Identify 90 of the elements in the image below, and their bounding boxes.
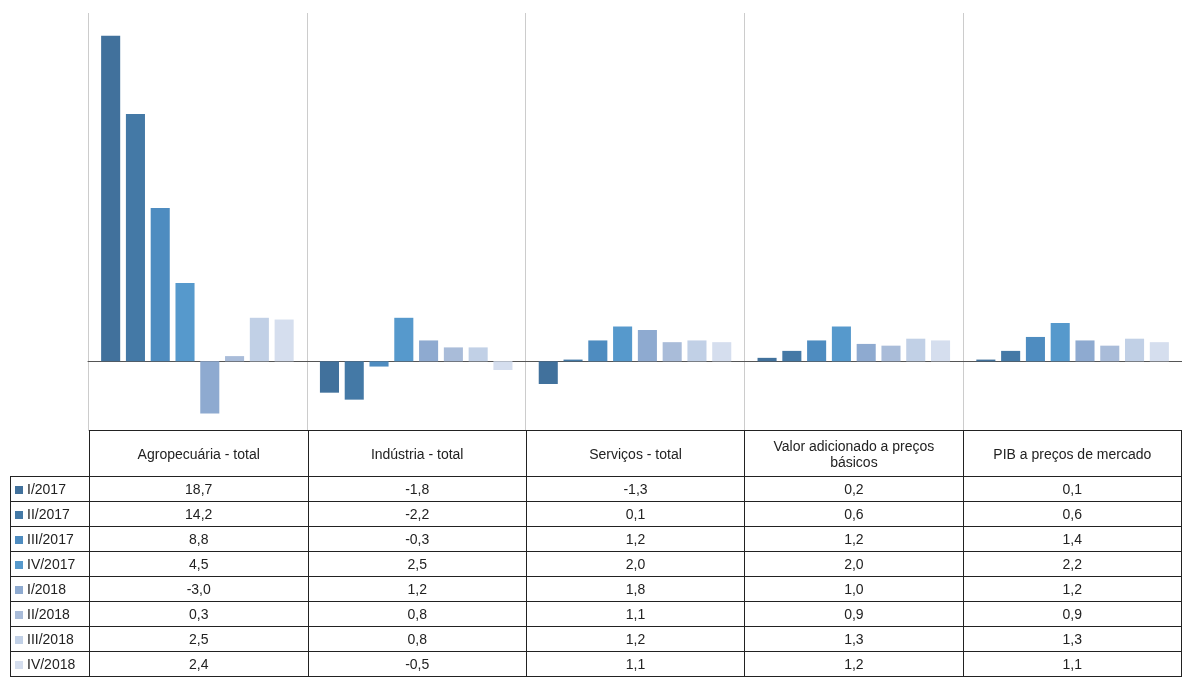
bar — [856, 343, 876, 362]
bar — [493, 361, 513, 371]
data-label: 0,6 — [963, 501, 1182, 527]
data-label: 0,6 — [744, 501, 964, 527]
data-label: 1,1 — [526, 651, 745, 677]
bar — [906, 338, 926, 362]
bar — [1001, 350, 1021, 362]
data-label: 2,5 — [89, 626, 309, 652]
data-label: 1,3 — [963, 626, 1182, 652]
data-label: 1,2 — [744, 651, 964, 677]
data-label: 1,4 — [963, 526, 1182, 552]
bar — [249, 317, 269, 362]
bar — [662, 342, 682, 362]
data-label: 1,2 — [526, 626, 745, 652]
bar — [931, 340, 951, 362]
data-label: 0,3 — [89, 601, 309, 627]
legend-label: III/2018 — [10, 626, 90, 652]
bar — [613, 326, 633, 362]
legend-label: IV/2018 — [10, 651, 90, 677]
bar — [344, 361, 364, 400]
bar — [782, 350, 802, 362]
bar — [1125, 338, 1145, 362]
legend-label: III/2017 — [10, 526, 90, 552]
bar — [319, 361, 339, 393]
data-label: 2,4 — [89, 651, 309, 677]
data-label: 0,1 — [963, 476, 1182, 502]
bar — [200, 361, 220, 414]
data-label: -1,3 — [526, 476, 745, 502]
data-label: 0,9 — [963, 601, 1182, 627]
data-label: -3,0 — [89, 576, 309, 602]
bar — [225, 356, 245, 362]
data-label: 0,8 — [308, 601, 527, 627]
legend-label: II/2018 — [10, 601, 90, 627]
data-label: 1,1 — [526, 601, 745, 627]
x-tick-label: PIB a preços de mercado — [963, 430, 1182, 477]
bar — [150, 208, 170, 362]
bar — [881, 345, 901, 362]
bar — [687, 340, 707, 362]
data-label: 2,2 — [963, 551, 1182, 577]
bar — [274, 319, 294, 362]
data-label: 18,7 — [89, 476, 309, 502]
bar — [637, 329, 657, 362]
data-label: 2,0 — [526, 551, 745, 577]
legend-label: I/2018 — [10, 576, 90, 602]
data-label: 14,2 — [89, 501, 309, 527]
bar — [831, 326, 851, 362]
data-label: 1,2 — [308, 576, 527, 602]
data-label: 4,5 — [89, 551, 309, 577]
data-label: 2,0 — [744, 551, 964, 577]
data-label: 1,2 — [963, 576, 1182, 602]
data-label: 1,0 — [744, 576, 964, 602]
bar — [419, 340, 439, 362]
bar — [125, 114, 145, 362]
data-label: 0,1 — [526, 501, 745, 527]
bar — [1025, 336, 1045, 362]
data-label: 0,2 — [744, 476, 964, 502]
bar — [712, 342, 732, 362]
x-tick-label: Valor adicionado a preços básicos — [744, 430, 964, 477]
bar — [1149, 342, 1169, 362]
x-tick-label: Agropecuária - total — [89, 430, 309, 477]
data-label: -0,3 — [308, 526, 527, 552]
data-label: 1,1 — [963, 651, 1182, 677]
data-label: 8,8 — [89, 526, 309, 552]
data-label: 2,5 — [308, 551, 527, 577]
bar — [588, 340, 608, 362]
bar — [1075, 340, 1095, 362]
legend-label: IV/2017 — [10, 551, 90, 577]
bar — [369, 361, 389, 367]
x-tick-label: Indústria - total — [308, 430, 527, 477]
data-label: -0,5 — [308, 651, 527, 677]
bar — [1050, 323, 1070, 362]
bar — [807, 340, 827, 362]
data-label: 1,8 — [526, 576, 745, 602]
data-label: 1,2 — [526, 526, 745, 552]
data-label: -1,8 — [308, 476, 527, 502]
data-label: 0,8 — [308, 626, 527, 652]
bar — [468, 347, 488, 362]
data-label: -2,2 — [308, 501, 527, 527]
legend-label: I/2017 — [10, 476, 90, 502]
bar — [101, 35, 121, 362]
bar — [1100, 345, 1120, 362]
bar — [443, 347, 463, 362]
data-label: 0,9 — [744, 601, 964, 627]
data-label: 1,2 — [744, 526, 964, 552]
bar — [175, 282, 195, 362]
bar — [394, 317, 414, 362]
x-tick-label: Serviços - total — [526, 430, 745, 477]
legend-label: II/2017 — [10, 501, 90, 527]
bar — [538, 361, 558, 384]
data-label: 1,3 — [744, 626, 964, 652]
